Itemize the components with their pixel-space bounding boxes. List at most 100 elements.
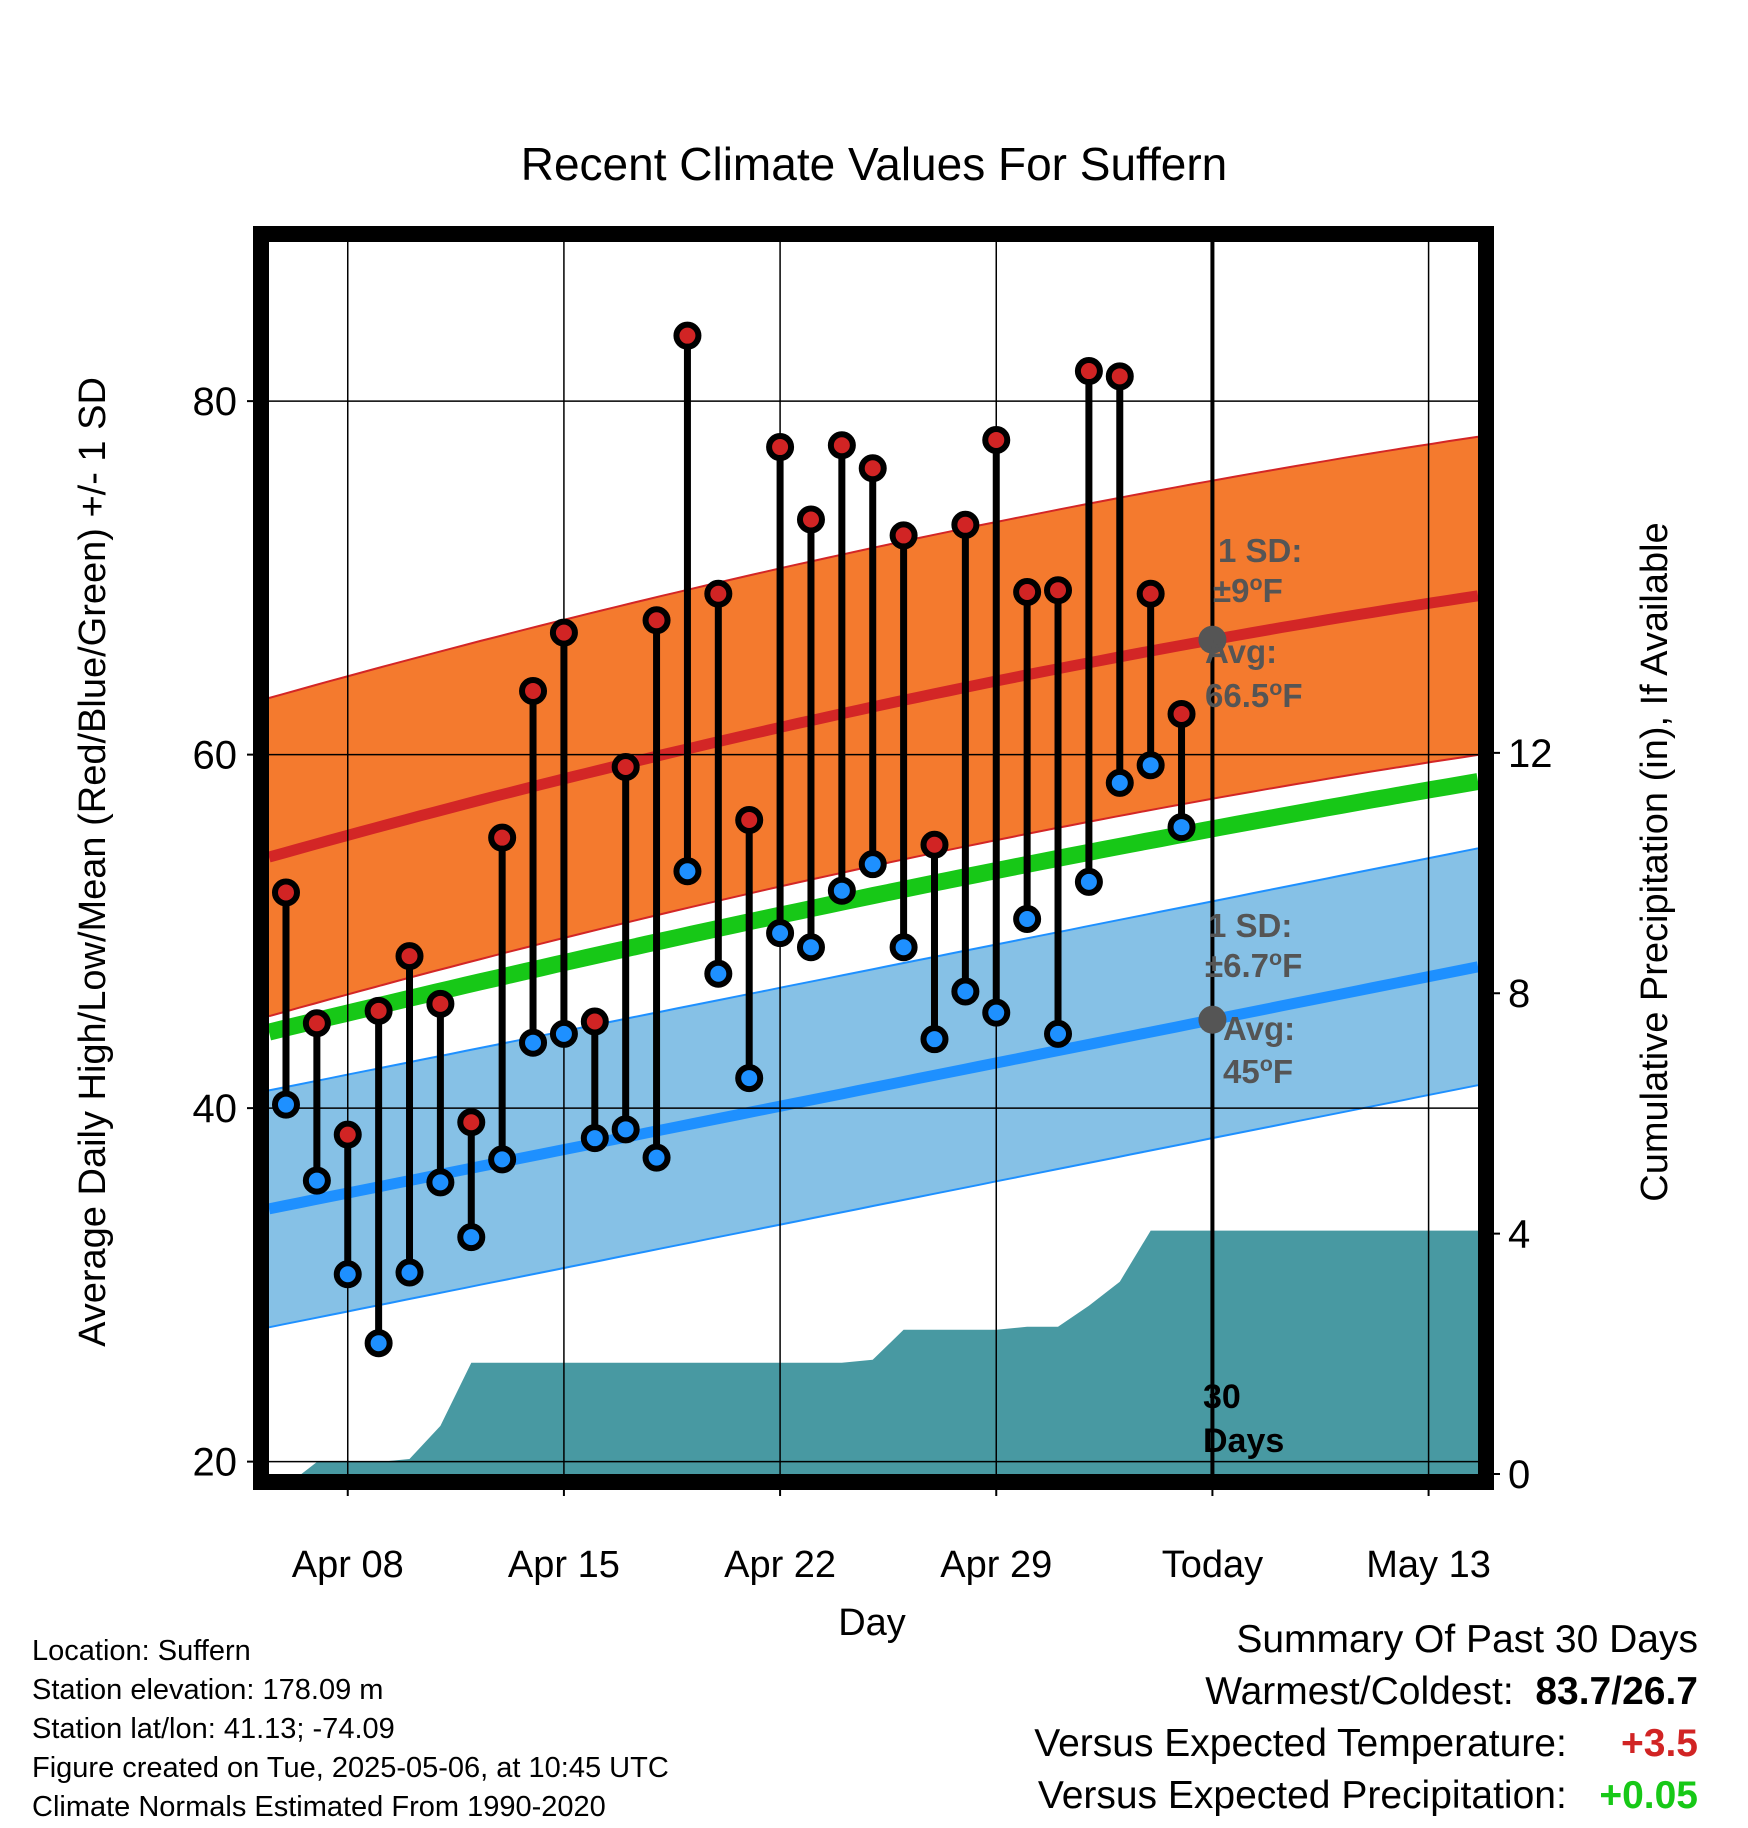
daily-high-point bbox=[333, 1120, 362, 1149]
summary-warm-cold: Warmest/Coldest: 83.7/26.7 bbox=[1205, 1670, 1698, 1714]
precip-area bbox=[269, 1230, 1478, 1474]
x-tick-label: May 13 bbox=[1366, 1544, 1491, 1586]
normal-low-today-marker bbox=[1198, 1005, 1227, 1034]
normal-high-today-marker bbox=[1198, 625, 1227, 654]
daily-low-point bbox=[1013, 904, 1042, 933]
daily-high-point bbox=[1105, 362, 1134, 391]
daily-high-point bbox=[611, 752, 640, 781]
daily-low-point bbox=[1136, 751, 1165, 780]
y2-tick-label: 4 bbox=[1508, 1213, 1530, 1257]
summary-temp-value: +3.5 bbox=[1621, 1722, 1698, 1765]
daily-low-point bbox=[302, 1166, 331, 1195]
daily-low-point bbox=[1105, 768, 1134, 797]
daily-high-point bbox=[796, 505, 825, 534]
daily-low-point bbox=[364, 1329, 393, 1358]
x-tick-label: Apr 22 bbox=[724, 1544, 836, 1586]
summary-warm-cold-label: Warmest/Coldest: bbox=[1205, 1670, 1514, 1713]
daily-high-point bbox=[766, 433, 795, 462]
high-sd-value: ±9oF bbox=[1213, 571, 1283, 609]
y2-axis-label: Cumulative Precipitation (in), If Availa… bbox=[1634, 522, 1676, 1201]
daily-low-point bbox=[673, 857, 702, 886]
low-sd-lower-edge bbox=[268, 1084, 1479, 1329]
y-tick-label: 60 bbox=[193, 734, 238, 778]
info-elevation: Station elevation: 178.09 m bbox=[32, 1674, 384, 1706]
daily-low-point bbox=[920, 1025, 949, 1054]
x-axis-label: Day bbox=[838, 1602, 906, 1644]
daily-high-point bbox=[1167, 699, 1196, 728]
chart-title: Recent Climate Values For Suffern bbox=[521, 138, 1228, 190]
daily-low-point bbox=[395, 1258, 424, 1287]
daily-low-point bbox=[457, 1223, 486, 1252]
summary-title: Summary Of Past 30 Days bbox=[1236, 1618, 1698, 1661]
y2-tick-label: 12 bbox=[1508, 732, 1553, 776]
x-tick-label: Apr 08 bbox=[292, 1544, 404, 1586]
daily-low-point bbox=[642, 1143, 671, 1172]
x-tick-label: Apr 15 bbox=[508, 1544, 620, 1586]
daily-high-point bbox=[364, 996, 393, 1025]
daily-high-point bbox=[519, 676, 548, 705]
daily-high-point bbox=[271, 878, 300, 907]
x-tick-label: Today bbox=[1162, 1544, 1263, 1586]
y2-tick-label: 8 bbox=[1508, 972, 1530, 1016]
summary-warm-cold-value: 83.7/26.7 bbox=[1535, 1670, 1698, 1713]
summary-precip-label: Versus Expected Precipitation: bbox=[1037, 1774, 1567, 1817]
x-tick-label: Apr 29 bbox=[940, 1544, 1052, 1586]
low-sd-value: ±6.7oF bbox=[1205, 946, 1302, 984]
low-avg-value: 45oF bbox=[1223, 1052, 1293, 1090]
daily-low-point bbox=[1167, 813, 1196, 842]
high-sd-label: 1 SD: bbox=[1218, 532, 1302, 569]
daily-high-point bbox=[858, 454, 887, 483]
daily-low-point bbox=[858, 850, 887, 879]
info-location: Location: Suffern bbox=[32, 1635, 251, 1667]
info-created: Figure created on Tue, 2025-05-06, at 10… bbox=[32, 1752, 669, 1784]
daily-high-point bbox=[704, 579, 733, 608]
daily-high-point bbox=[673, 321, 702, 350]
daily-high-point bbox=[642, 606, 671, 635]
daily-high-point bbox=[549, 618, 578, 647]
daily-high-point bbox=[488, 823, 517, 852]
daily-low-point bbox=[611, 1115, 640, 1144]
daily-high-point bbox=[426, 989, 455, 1018]
daily-low-point bbox=[426, 1168, 455, 1197]
daily-low-point bbox=[951, 977, 980, 1006]
summary-temp: Versus Expected Temperature: +3.5 bbox=[1034, 1722, 1698, 1766]
daily-low-point bbox=[271, 1090, 300, 1119]
low-sd-label: 1 SD: bbox=[1208, 907, 1292, 944]
daily-high-point bbox=[1044, 576, 1073, 605]
daily-low-point bbox=[488, 1145, 517, 1174]
daily-low-point bbox=[982, 998, 1011, 1027]
y-tick-label: 40 bbox=[193, 1087, 238, 1131]
daily-high-point bbox=[889, 521, 918, 550]
daily-low-point bbox=[1044, 1019, 1073, 1048]
info-latlon: Station lat/lon: 41.13; -74.09 bbox=[32, 1713, 395, 1745]
daily-high-point bbox=[827, 431, 856, 460]
low-sd-upper-edge bbox=[268, 847, 1479, 1092]
daily-low-point bbox=[827, 876, 856, 905]
daily-low-point bbox=[549, 1019, 578, 1048]
y-tick-label: 80 bbox=[193, 380, 238, 424]
daily-high-point bbox=[982, 425, 1011, 454]
y-tick-label: 20 bbox=[193, 1441, 238, 1485]
today-days-number: 30 bbox=[1203, 1378, 1241, 1416]
summary-precip-value: +0.05 bbox=[1599, 1774, 1698, 1817]
daily-low-point bbox=[796, 933, 825, 962]
daily-low-point bbox=[333, 1260, 362, 1289]
daily-high-point bbox=[735, 805, 764, 834]
daily-high-point bbox=[302, 1009, 331, 1038]
today-days-label: Days bbox=[1203, 1422, 1284, 1460]
plot-area: Apr 08 Apr 15 Apr 22 Apr 29 Today May 1320406… bbox=[193, 226, 1553, 1586]
daily-high-point bbox=[1136, 579, 1165, 608]
daily-low-point bbox=[580, 1124, 609, 1153]
daily-high-point bbox=[951, 510, 980, 539]
daily-low-point bbox=[704, 959, 733, 988]
daily-low-point bbox=[735, 1064, 764, 1093]
daily-low-point bbox=[1074, 867, 1103, 896]
y2-tick-label: 0 bbox=[1508, 1453, 1530, 1497]
daily-high-point bbox=[1074, 357, 1103, 386]
high-avg-value: 66.5oF bbox=[1205, 676, 1303, 714]
daily-high-point bbox=[920, 830, 949, 859]
daily-low-point bbox=[766, 919, 795, 948]
daily-high-point bbox=[395, 942, 424, 971]
daily-high-point bbox=[580, 1007, 609, 1036]
low-avg-label: Avg: bbox=[1223, 1010, 1295, 1047]
